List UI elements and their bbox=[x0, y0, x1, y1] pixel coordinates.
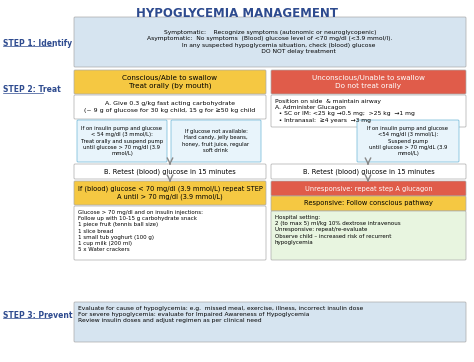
Text: STEP 2: Treat: STEP 2: Treat bbox=[3, 85, 61, 94]
Text: HYPOGLYCEMIA MANAGEMENT: HYPOGLYCEMIA MANAGEMENT bbox=[136, 7, 338, 20]
FancyBboxPatch shape bbox=[271, 181, 466, 196]
Text: B. Retest (blood) glucose in 15 minutes: B. Retest (blood) glucose in 15 minutes bbox=[104, 168, 236, 175]
FancyBboxPatch shape bbox=[74, 70, 266, 94]
FancyBboxPatch shape bbox=[74, 206, 266, 260]
Text: If on insulin pump and glucose
< 54 mg/dl (3 mmol/L):
Treat orally and suspend p: If on insulin pump and glucose < 54 mg/d… bbox=[81, 126, 163, 156]
FancyBboxPatch shape bbox=[74, 302, 466, 342]
Text: Symptomatic:    Recognize symptoms (autonomic or neuroglycopenic)
Asymptomatic: : Symptomatic: Recognize symptoms (autonom… bbox=[147, 30, 392, 54]
FancyBboxPatch shape bbox=[271, 211, 466, 260]
Text: STEP 1: Identify: STEP 1: Identify bbox=[3, 38, 72, 47]
FancyBboxPatch shape bbox=[171, 120, 261, 162]
Text: Glucose > 70 mg/dl and on insulin injections:
Follow up with 10-15 g carbohydrat: Glucose > 70 mg/dl and on insulin inject… bbox=[78, 210, 203, 252]
Text: Position on side  & maintain airway
A. Administer Glucagon
  • SC or IM: <25 kg : Position on side & maintain airway A. Ad… bbox=[275, 99, 415, 123]
Text: Hospital setting:
2 (to max 5) ml/kg 10% dextrose intravenous
Unresponsive: repe: Hospital setting: 2 (to max 5) ml/kg 10%… bbox=[275, 215, 401, 245]
Text: Unresponsive: repeat step A glucagon: Unresponsive: repeat step A glucagon bbox=[305, 185, 432, 191]
FancyBboxPatch shape bbox=[271, 196, 466, 211]
Text: STEP 3: Prevent: STEP 3: Prevent bbox=[3, 311, 73, 320]
Text: If on insulin pump and glucose
<54 mg/dl (3 mmol/L):
Suspend pump
until glucose : If on insulin pump and glucose <54 mg/dl… bbox=[367, 126, 448, 156]
Text: Unconscious/Unable to swallow
Do not treat orally: Unconscious/Unable to swallow Do not tre… bbox=[312, 75, 425, 89]
Text: A. Give 0.3 g/kg fast acting carbohydrate
(~ 9 g of glucose for 30 kg child, 15 : A. Give 0.3 g/kg fast acting carbohydrat… bbox=[84, 101, 255, 113]
FancyBboxPatch shape bbox=[74, 17, 466, 67]
FancyBboxPatch shape bbox=[74, 95, 266, 119]
Text: If (blood) glucose < 70 mg/dl (3.9 mmol/L) repeat STEP
A until > 70 mg/dl (3.9 m: If (blood) glucose < 70 mg/dl (3.9 mmol/… bbox=[78, 186, 263, 200]
FancyBboxPatch shape bbox=[77, 120, 167, 162]
FancyBboxPatch shape bbox=[271, 95, 466, 127]
FancyBboxPatch shape bbox=[74, 164, 266, 179]
FancyBboxPatch shape bbox=[271, 164, 466, 179]
Text: Responsive: Follow conscious pathway: Responsive: Follow conscious pathway bbox=[304, 201, 433, 206]
Text: Evaluate for cause of hypoglycemia: e.g.  missed meal, exercise, illness, incorr: Evaluate for cause of hypoglycemia: e.g.… bbox=[78, 306, 363, 323]
FancyBboxPatch shape bbox=[357, 120, 459, 162]
Text: Conscious/Able to swallow
Treat orally (by mouth): Conscious/Able to swallow Treat orally (… bbox=[122, 75, 218, 89]
Text: B. Retest (blood) glucose in 15 minutes: B. Retest (blood) glucose in 15 minutes bbox=[302, 168, 434, 175]
FancyBboxPatch shape bbox=[74, 181, 266, 205]
Text: If glucose not available:
Hard candy, jelly beans,
honey, fruit juice, regular
s: If glucose not available: Hard candy, je… bbox=[182, 129, 250, 153]
FancyBboxPatch shape bbox=[271, 70, 466, 94]
